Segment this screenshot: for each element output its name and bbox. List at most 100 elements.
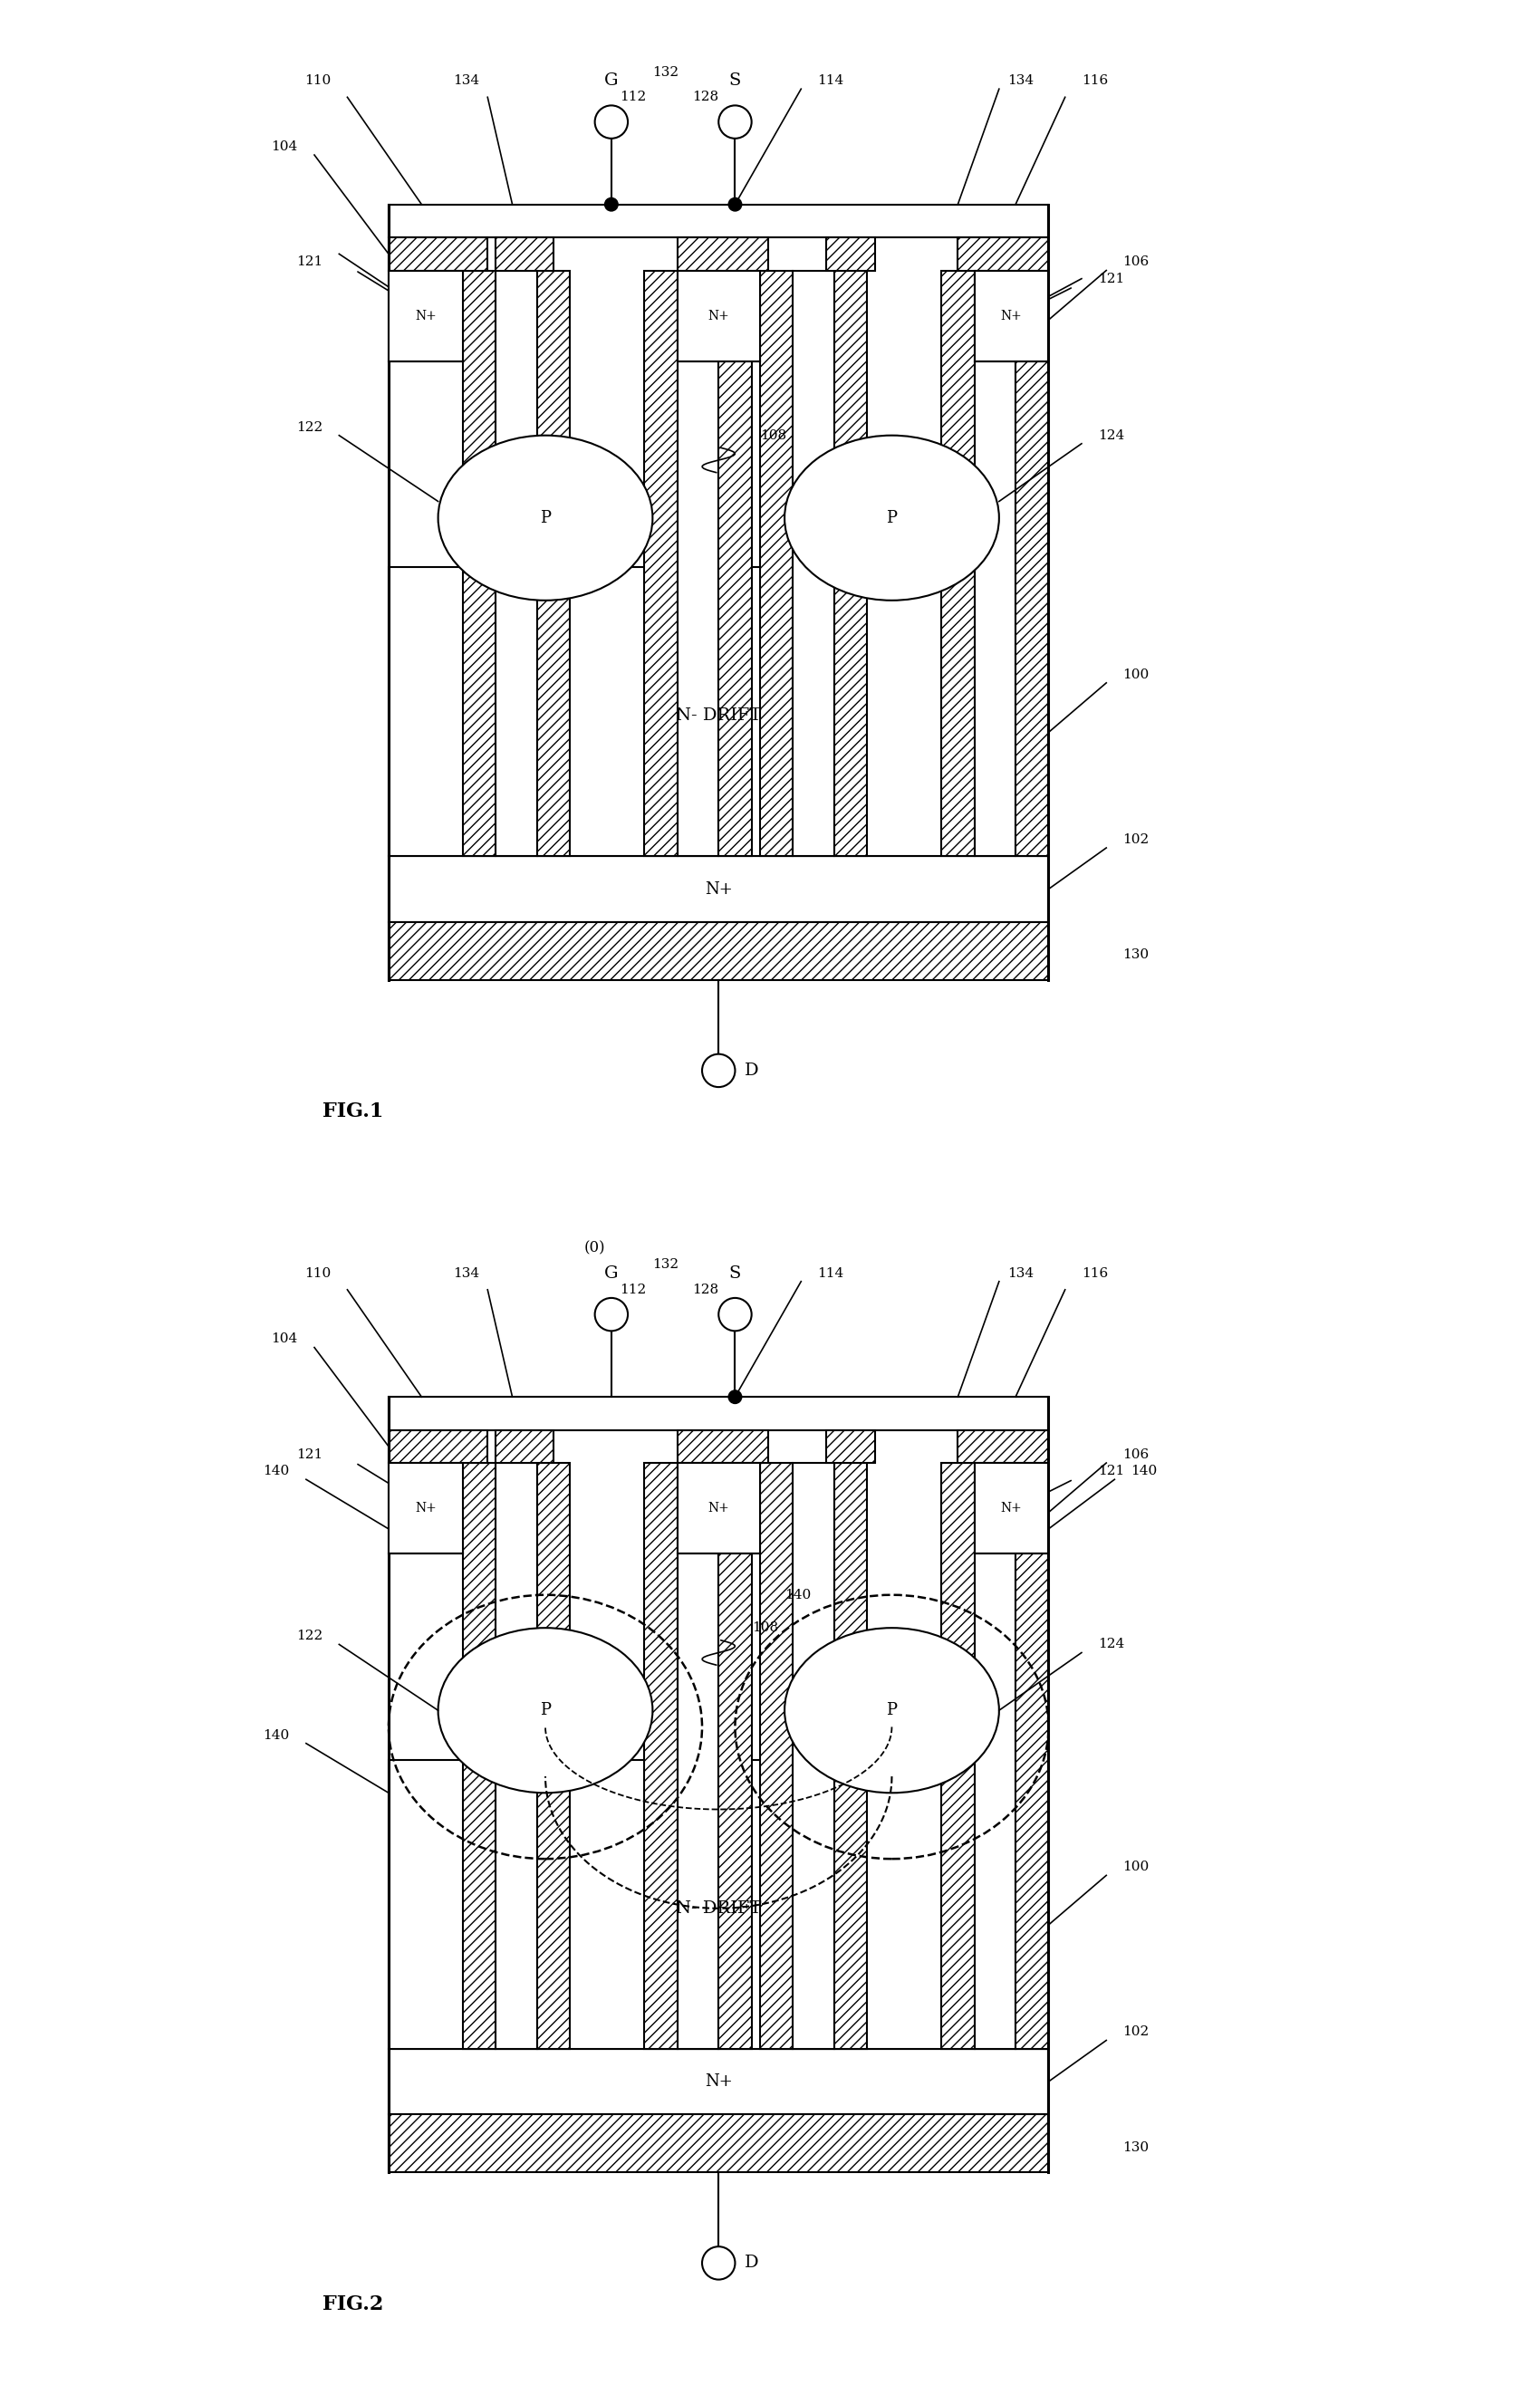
- Text: 112: 112: [619, 1283, 647, 1295]
- Bar: [958, 1431, 1049, 1462]
- Text: G: G: [604, 1264, 619, 1281]
- Text: 121: 121: [1098, 1464, 1124, 1479]
- Text: 106: 106: [1123, 1448, 1149, 1462]
- Text: N+: N+: [414, 310, 436, 322]
- Circle shape: [702, 1054, 735, 1088]
- Circle shape: [594, 105, 628, 138]
- Circle shape: [728, 198, 742, 210]
- Bar: [793, 1462, 835, 2049]
- Bar: [388, 923, 1049, 980]
- Bar: [496, 1462, 537, 2049]
- Bar: [537, 1462, 570, 2049]
- Text: P: P: [541, 510, 551, 527]
- Text: 140: 140: [263, 1729, 290, 1741]
- Bar: [464, 270, 496, 856]
- Bar: [678, 238, 768, 270]
- Text: 106: 106: [1123, 255, 1149, 270]
- Text: P: P: [541, 1703, 551, 1720]
- Text: N+: N+: [705, 880, 733, 897]
- Bar: [975, 1462, 1015, 2049]
- Text: N+: N+: [1001, 310, 1023, 322]
- Bar: [941, 1462, 975, 2049]
- Bar: [975, 1462, 1049, 1553]
- Text: 140: 140: [1130, 1464, 1158, 1479]
- Bar: [464, 1462, 496, 2049]
- Bar: [678, 1462, 719, 2049]
- Bar: [388, 270, 464, 360]
- Bar: [941, 270, 975, 856]
- Text: 128: 128: [691, 91, 719, 103]
- Text: FIG.1: FIG.1: [322, 1102, 383, 1121]
- Text: 134: 134: [453, 74, 479, 86]
- Bar: [388, 568, 1049, 856]
- Bar: [975, 270, 1015, 856]
- Text: 130: 130: [1123, 2142, 1149, 2154]
- Text: 102: 102: [1123, 832, 1149, 847]
- Text: N+: N+: [705, 2073, 733, 2089]
- Text: N+: N+: [1001, 1503, 1023, 1514]
- Text: 104: 104: [271, 141, 297, 153]
- Bar: [644, 1462, 678, 2049]
- Ellipse shape: [784, 436, 999, 601]
- Text: S: S: [728, 72, 741, 88]
- Text: 104: 104: [271, 1333, 297, 1345]
- Circle shape: [719, 1297, 752, 1331]
- Bar: [678, 1431, 768, 1462]
- Text: 112: 112: [619, 91, 647, 103]
- Text: 122: 122: [296, 420, 322, 434]
- Text: D: D: [744, 1061, 759, 1078]
- Bar: [825, 1431, 875, 1462]
- Text: 121: 121: [296, 1448, 322, 1462]
- Text: 124: 124: [1098, 429, 1124, 441]
- Bar: [678, 270, 759, 360]
- Text: 116: 116: [1081, 74, 1109, 86]
- Text: 114: 114: [818, 74, 844, 86]
- Text: D: D: [744, 2254, 759, 2271]
- Bar: [975, 270, 1049, 360]
- Text: 100: 100: [1123, 1860, 1149, 1875]
- Text: S: S: [728, 1264, 741, 1281]
- Text: 134: 134: [1007, 74, 1033, 86]
- Circle shape: [594, 1297, 628, 1331]
- Circle shape: [719, 105, 752, 138]
- Bar: [835, 270, 867, 856]
- Bar: [719, 270, 752, 856]
- Bar: [388, 205, 1049, 238]
- Circle shape: [728, 1390, 742, 1402]
- Bar: [678, 1462, 759, 1553]
- Text: N+: N+: [708, 310, 730, 322]
- Text: 110: 110: [305, 1266, 331, 1278]
- Text: 140: 140: [784, 1588, 812, 1600]
- Text: 134: 134: [453, 1266, 479, 1278]
- Text: 116: 116: [1081, 1266, 1109, 1278]
- Bar: [388, 238, 488, 270]
- Bar: [759, 1462, 793, 2049]
- Text: 128: 128: [691, 1283, 719, 1295]
- Text: 132: 132: [653, 1259, 679, 1271]
- Circle shape: [605, 198, 618, 210]
- Text: (0): (0): [584, 1240, 605, 1257]
- Bar: [496, 270, 537, 856]
- Bar: [644, 270, 678, 856]
- Text: 121: 121: [296, 255, 322, 270]
- Text: 122: 122: [296, 1629, 322, 1643]
- Text: 121: 121: [1098, 272, 1124, 286]
- Bar: [496, 1431, 553, 1462]
- Bar: [388, 1760, 1049, 2049]
- Text: P: P: [887, 510, 898, 527]
- Circle shape: [702, 2247, 735, 2280]
- Bar: [388, 2049, 1049, 2115]
- Ellipse shape: [784, 1629, 999, 1794]
- Bar: [678, 270, 719, 856]
- Bar: [1015, 270, 1049, 856]
- Text: FIG.2: FIG.2: [322, 2294, 383, 2313]
- Bar: [759, 270, 793, 856]
- Bar: [835, 1462, 867, 2049]
- Text: N+: N+: [414, 1503, 436, 1514]
- Text: 102: 102: [1123, 2025, 1149, 2039]
- Bar: [388, 1398, 1049, 1431]
- Text: 114: 114: [818, 1266, 844, 1278]
- Text: 108: 108: [752, 1622, 778, 1634]
- Text: P: P: [887, 1703, 898, 1720]
- Text: 100: 100: [1123, 668, 1149, 682]
